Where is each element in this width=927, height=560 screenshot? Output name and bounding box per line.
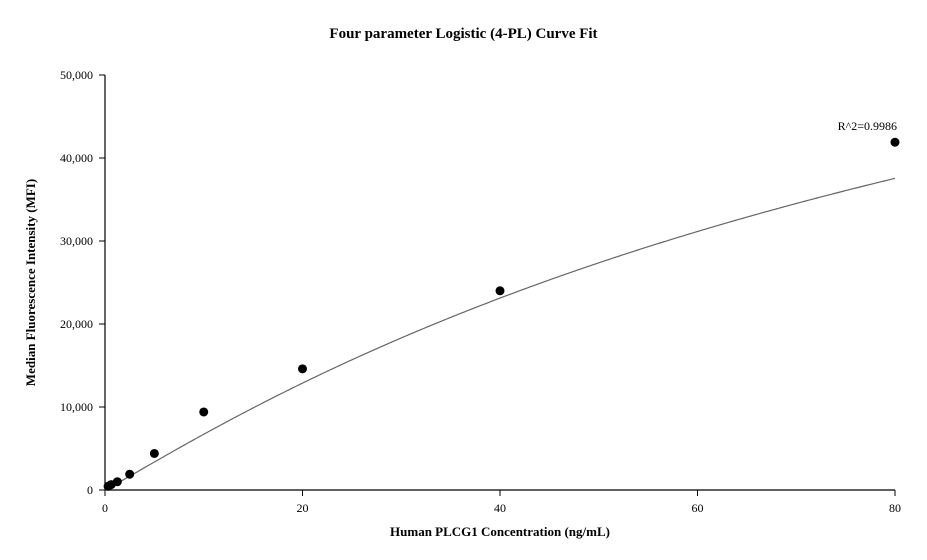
data-point xyxy=(496,286,505,295)
y-tick-label: 50,000 xyxy=(60,68,93,82)
y-axis-label: Median Fluorescence Intensity (MFI) xyxy=(23,179,38,386)
y-tick-label: 10,000 xyxy=(60,400,93,414)
x-tick-label: 20 xyxy=(297,501,309,515)
data-point xyxy=(891,138,900,147)
chart-title: Four parameter Logistic (4-PL) Curve Fit xyxy=(329,26,597,42)
y-tick-label: 30,000 xyxy=(60,234,93,248)
data-point xyxy=(113,477,122,486)
y-tick-label: 40,000 xyxy=(60,151,93,165)
data-point xyxy=(150,449,159,458)
data-point xyxy=(199,407,208,416)
x-tick-label: 0 xyxy=(102,501,108,515)
fit-curve xyxy=(105,178,895,490)
chart-container: Four parameter Logistic (4-PL) Curve Fit… xyxy=(0,0,927,560)
x-tick-label: 80 xyxy=(889,501,901,515)
chart-svg: Four parameter Logistic (4-PL) Curve Fit… xyxy=(0,0,927,560)
y-tick-label: 0 xyxy=(87,483,93,497)
r-squared-label: R^2=0.9986 xyxy=(838,119,897,133)
data-point xyxy=(298,364,307,373)
data-point xyxy=(125,470,134,479)
x-tick-label: 60 xyxy=(692,501,704,515)
x-tick-label: 40 xyxy=(494,501,506,515)
y-tick-label: 20,000 xyxy=(60,317,93,331)
x-axis-label: Human PLCG1 Concentration (ng/mL) xyxy=(390,524,610,539)
